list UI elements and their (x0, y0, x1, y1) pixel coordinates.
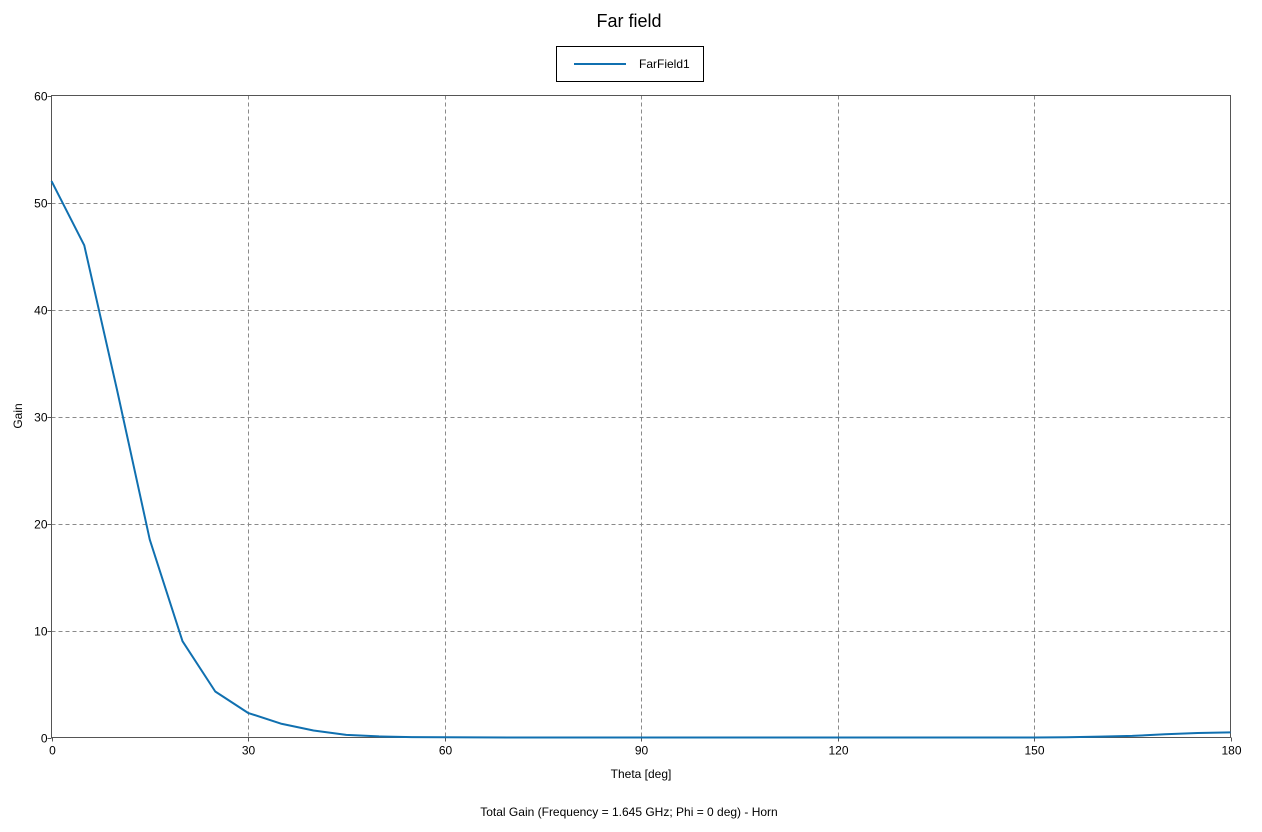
y-axis-label: Gain (11, 403, 25, 428)
y-tick-label: 40 (34, 304, 48, 318)
y-tick-label: 0 (41, 732, 48, 746)
x-tick-label: 30 (242, 744, 256, 758)
x-tick-label: 180 (1221, 744, 1241, 758)
y-tick-label: 50 (34, 197, 48, 211)
x-tick-label: 0 (49, 744, 56, 758)
x-tick-label: 120 (828, 744, 848, 758)
legend: FarField1 (556, 46, 704, 82)
x-axis-label: Theta [deg] (611, 767, 672, 781)
x-tick-label: 150 (1024, 744, 1044, 758)
y-tick-label: 10 (34, 625, 48, 639)
x-tick-label: 60 (439, 744, 453, 758)
grid (51, 95, 1231, 738)
series-line-farfield1 (50, 180, 1231, 739)
plot-area-frame (51, 95, 1231, 738)
y-tick-label: 30 (34, 411, 48, 425)
chart-caption: Total Gain (Frequency = 1.645 GHz; Phi =… (480, 805, 777, 819)
series-layer (50, 180, 1231, 739)
x-tick-label: 90 (635, 744, 649, 758)
chart-title: Far field (596, 11, 661, 31)
y-tick-label: 60 (34, 90, 48, 104)
ticks: 0 30 60 90 120 150 180 0 10 20 30 40 50 60 (34, 90, 1242, 758)
legend-label-farfield1: FarField1 (639, 57, 690, 71)
y-tick-label: 20 (34, 518, 48, 532)
